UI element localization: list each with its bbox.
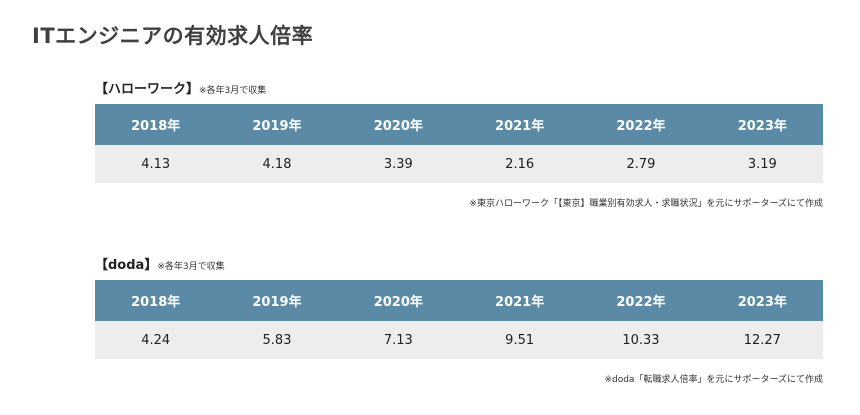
rate-value-cell: 4.24: [95, 321, 217, 359]
section-heading: 【ハローワーク】※各年3月で収集: [95, 78, 823, 98]
section-heading-label: 【ハローワーク】: [95, 82, 200, 97]
year-header: 2023年: [701, 280, 823, 321]
rate-value-row: 4.13 4.18 3.39 2.16 2.79 3.19: [95, 145, 823, 183]
rate-value-cell: 9.51: [458, 321, 581, 359]
rate-value-cell: 12.27: [701, 321, 823, 359]
year-header: 2022年: [580, 104, 702, 145]
year-header: 2021年: [458, 104, 581, 145]
page-title: ITエンジニアの有効求人倍率: [32, 24, 314, 48]
doda-rate-table: 2018年 2019年 2020年 2021年 2022年 2023年 4.24…: [95, 280, 823, 359]
rate-value-row: 4.24 5.83 7.13 9.51 10.33 12.27: [95, 321, 823, 359]
hellowork-rate-table: 2018年 2019年 2020年 2021年 2022年 2023年 4.13…: [95, 104, 823, 183]
source-note: ※東京ハローワーク「【東京】職業別有効求人・求職状況」を元にサポーターズにて作成: [469, 199, 823, 209]
doda-section: 【doda】※各年3月で収集 2018年 2019年 2020年 2021年 2…: [95, 254, 823, 385]
year-header: 2020年: [337, 104, 459, 145]
rate-value-cell: 2.16: [458, 145, 581, 183]
collection-note: ※各年3月で収集: [199, 86, 267, 96]
rate-value-cell: 5.83: [216, 321, 338, 359]
section-heading: 【doda】※各年3月で収集: [95, 254, 823, 274]
year-header: 2020年: [337, 280, 459, 321]
collection-note: ※各年3月で収集: [157, 262, 225, 272]
year-header: 2018年: [95, 104, 217, 145]
year-header: 2021年: [458, 280, 581, 321]
year-header-row: 2018年 2019年 2020年 2021年 2022年 2023年: [95, 104, 823, 145]
rate-value-cell: 3.19: [701, 145, 823, 183]
year-header: 2022年: [580, 280, 702, 321]
rate-value-cell: 10.33: [580, 321, 702, 359]
rate-value-cell: 7.13: [337, 321, 459, 359]
year-header: 2018年: [95, 280, 217, 321]
source-note: ※doda「転職求人倍率」を元にサポーターズにて作成: [604, 375, 823, 385]
year-header: 2023年: [701, 104, 823, 145]
section-heading-label: 【doda】: [95, 258, 158, 273]
rate-value-cell: 4.18: [216, 145, 338, 183]
year-header: 2019年: [216, 104, 338, 145]
year-header: 2019年: [216, 280, 338, 321]
rate-value-cell: 4.13: [95, 145, 217, 183]
rate-value-cell: 2.79: [580, 145, 702, 183]
year-header-row: 2018年 2019年 2020年 2021年 2022年 2023年: [95, 280, 823, 321]
rate-value-cell: 3.39: [337, 145, 459, 183]
hellowork-section: 【ハローワーク】※各年3月で収集 2018年 2019年 2020年 2021年…: [95, 78, 823, 209]
